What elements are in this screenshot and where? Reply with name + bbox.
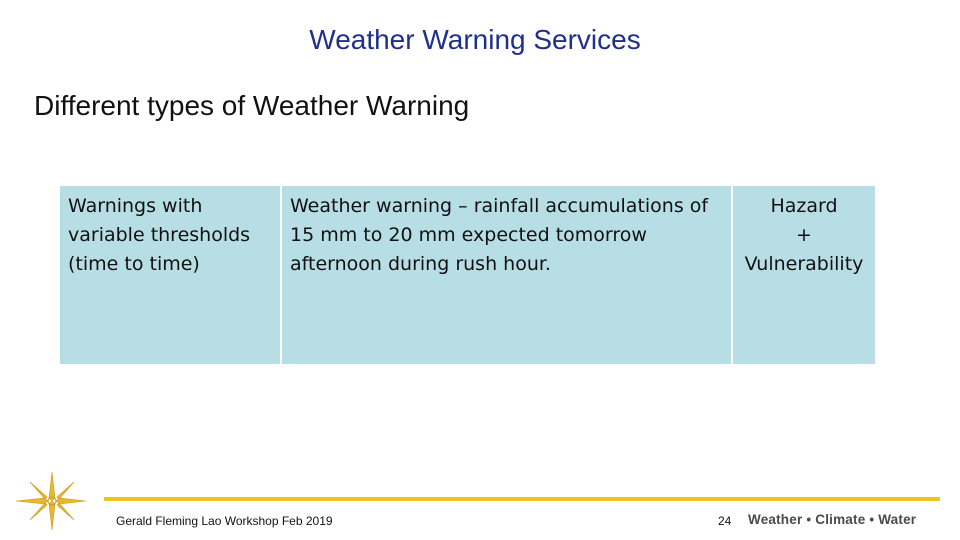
cell-text-line: Weather warning – rainfall accumulations… [290,195,709,217]
cell-text-line: Vulnerability [744,253,864,275]
footer-text: Gerald Fleming Lao Workshop Feb 2019 [116,514,333,528]
cell-text-line: Hazard [770,195,838,217]
cell-text-line: variable thresholds [68,224,251,246]
footer-divider [104,497,940,501]
cell-text-line: Warnings with [68,195,203,217]
cell-text-line: 15 mm to 20 mm expected tomorrow [290,224,647,246]
slide-subtitle: Different types of Weather Warning [34,90,470,121]
compass-star-icon [15,471,86,531]
page-number: 24 [718,514,732,528]
footer-tagline: Weather • Climate • Water [748,512,917,527]
cell-text-line: (time to time) [68,253,200,275]
table-cell-warning-type: Warnings with variable thresholds (time … [60,186,280,364]
table-cell-example: Weather warning – rainfall accumulations… [282,186,731,364]
table-cell-basis: Hazard + Vulnerability [733,186,875,364]
cell-text-line: + [796,224,812,246]
warning-types-table: Warnings with variable thresholds (time … [60,186,875,364]
slide-title: Weather Warning Services [309,24,641,55]
cell-text-line: afternoon during rush hour. [290,253,551,275]
